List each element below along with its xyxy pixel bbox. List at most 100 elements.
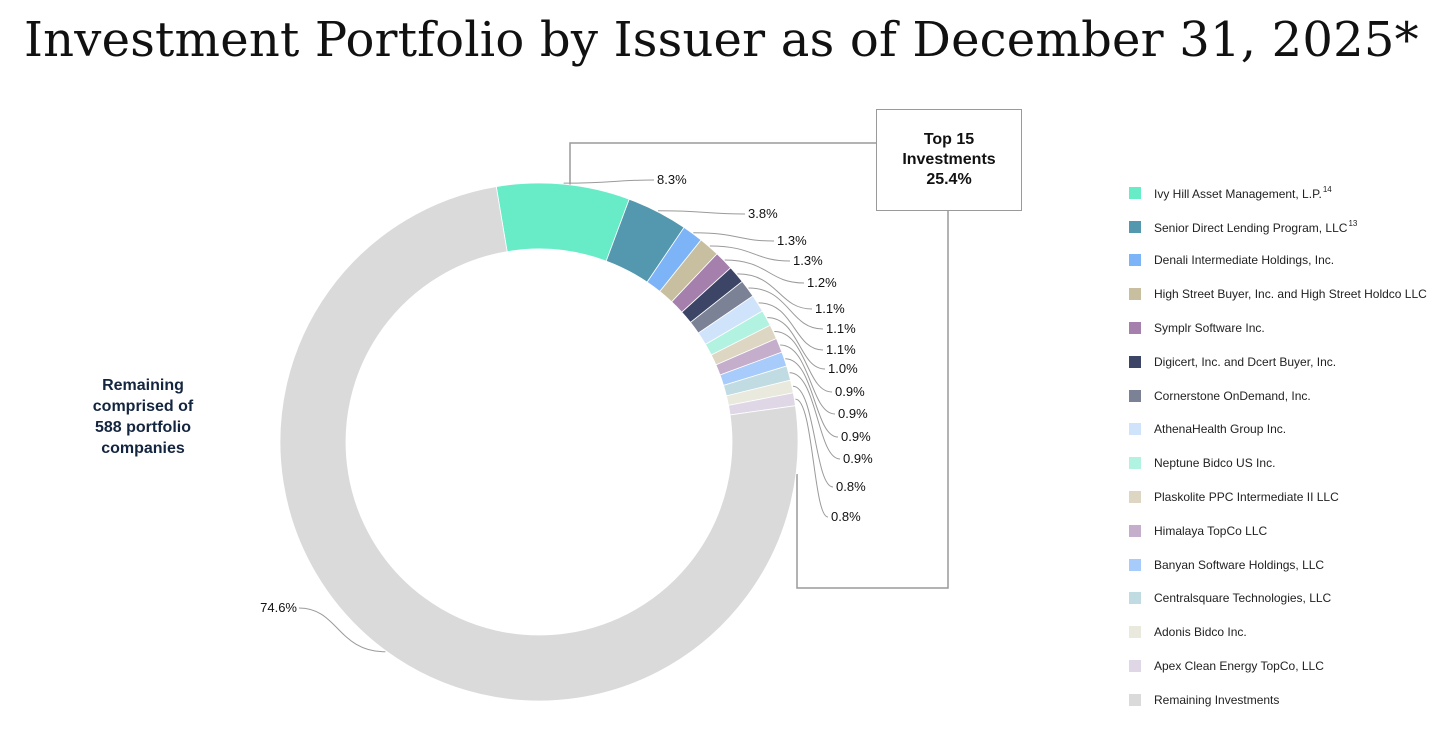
leader-lines (298, 179, 841, 653)
leader-line-6 (737, 273, 813, 310)
legend-label: Apex Clean Energy TopCo, LLC (1154, 659, 1324, 673)
legend-swatch (1129, 558, 1141, 571)
top15-bracket (569, 142, 949, 589)
legend-label: Digicert, Inc. and Dcert Buyer, Inc. (1154, 355, 1336, 369)
remaining-note-line1: Remaining (102, 377, 184, 394)
legend-item: Symplr Software Inc. (1129, 311, 1449, 345)
leader-line-15 (795, 398, 829, 518)
legend-item: Digicert, Inc. and Dcert Buyer, Inc. (1129, 345, 1449, 379)
slice-labels: 8.3% 3.8% 1.3% 1.3% 1.2% 1.1% 1.1% 1.1% 1.0% 0.9%… (260, 172, 873, 615)
legend-swatch (1129, 626, 1141, 639)
legend-item: Adonis Bidco Inc. (1129, 615, 1449, 649)
slice-label-5: 1.2% (807, 275, 837, 290)
leader-line-10 (774, 330, 833, 393)
legend-item: Denali Intermediate Holdings, Inc. (1129, 244, 1449, 278)
legend-item: Senior Direct Lending Program, LLC13 (1129, 210, 1449, 244)
legend-label-text: Symplr Software Inc. (1154, 321, 1265, 336)
legend-label-text: Himalaya TopCo LLC (1154, 523, 1268, 538)
legend-label: Denali Intermediate Holdings, Inc. (1154, 253, 1334, 267)
leader-line-7 (748, 287, 824, 330)
legend-swatch (1129, 389, 1141, 402)
legend-item: Banyan Software Holdings, LLC (1129, 548, 1449, 582)
legend-label-text: Apex Clean Energy TopCo, LLC (1154, 659, 1324, 674)
leader-line-11 (780, 344, 836, 415)
donut-slice-16 (279, 186, 799, 702)
legend-swatch (1129, 457, 1141, 470)
legend-label-text: Plaskolite PPC Intermediate II LLC (1154, 490, 1339, 505)
slice-label-6: 1.1% (815, 301, 845, 316)
legend-label-text: Adonis Bidco Inc. (1154, 625, 1247, 640)
legend-footnote: 14 (1322, 184, 1332, 194)
slice-label-16: 74.6% (260, 600, 297, 615)
legend-label: Banyan Software Holdings, LLC (1154, 558, 1324, 572)
legend-label-text: Ivy Hill Asset Management, L.P. (1154, 186, 1322, 201)
legend-swatch (1129, 693, 1141, 706)
top15-callout-line3: 25.4% (926, 171, 972, 188)
top15-bracket-line (569, 142, 949, 589)
leader-line-3 (693, 232, 775, 242)
slice-label-3: 1.3% (777, 233, 807, 248)
slice-label-11: 0.9% (838, 406, 868, 421)
top15-callout-line2: Investments (902, 151, 996, 168)
remaining-note-line2: comprised of (92, 398, 194, 415)
top15-callout-line1: Top 15 (923, 131, 975, 148)
legend-label: Adonis Bidco Inc. (1154, 625, 1247, 639)
top15-callout-box: Top 15 Investments 25.4% (876, 109, 1022, 211)
slice-label-13: 0.9% (843, 451, 873, 466)
slice-label-10: 0.9% (835, 384, 865, 399)
legend-item: Ivy Hill Asset Management, L.P.14 (1129, 176, 1449, 210)
legend-label: Senior Direct Lending Program, LLC13 (1154, 219, 1357, 235)
legend-swatch (1129, 660, 1141, 673)
legend-label-text: Denali Intermediate Holdings, Inc. (1154, 253, 1335, 268)
legend-item: Plaskolite PPC Intermediate II LLC (1129, 480, 1449, 514)
legend-item: High Street Buyer, Inc. and High Street … (1129, 277, 1449, 311)
remaining-note-line3: 588 portfolio (94, 419, 191, 436)
legend-swatch (1129, 254, 1141, 267)
legend-label: Cornerstone OnDemand, Inc. (1154, 389, 1311, 403)
leader-line-14 (792, 385, 834, 488)
legend-label-text: Banyan Software Holdings, LLC (1154, 557, 1325, 572)
leader-line-4 (709, 245, 791, 262)
slice-label-12: 0.9% (841, 429, 871, 444)
legend-swatch (1129, 423, 1141, 436)
donut-slice-1 (495, 182, 630, 262)
legend-swatch (1129, 186, 1141, 199)
chart-legend: Ivy Hill Asset Management, L.P.14 Senior … (1129, 176, 1449, 717)
page-title: Investment Portfolio by Issuer as of Dec… (24, 12, 1419, 68)
legend-label: Symplr Software Inc. (1154, 321, 1265, 335)
leader-line-9 (767, 317, 826, 370)
legend-swatch (1129, 592, 1141, 605)
leader-line-12 (785, 358, 839, 438)
legend-swatch (1129, 322, 1141, 335)
legend-label-text: Digicert, Inc. and Dcert Buyer, Inc. (1154, 354, 1337, 369)
legend-item: Cornerstone OnDemand, Inc. (1129, 379, 1449, 413)
slice-label-1: 8.3% (657, 172, 687, 187)
legend-label-text: High Street Buyer, Inc. and High Street … (1154, 287, 1427, 302)
remaining-note-line4: companies (101, 440, 185, 457)
legend-label-text: Neptune Bidco US Inc. (1154, 456, 1276, 471)
leader-line-5 (724, 259, 805, 284)
slice-label-14: 0.8% (836, 479, 866, 494)
slice-label-2: 3.8% (748, 206, 778, 221)
legend-item: Neptune Bidco US Inc. (1129, 446, 1449, 480)
legend-label: Centralsquare Technologies, LLC (1154, 591, 1331, 605)
slice-label-7: 1.1% (826, 321, 856, 336)
legend-swatch (1129, 220, 1141, 233)
legend-item: Remaining Investments (1129, 683, 1449, 717)
legend-label-text: Senior Direct Lending Program, LLC (1154, 220, 1348, 235)
legend-label: Himalaya TopCo LLC (1154, 524, 1267, 538)
legend-label-text: Remaining Investments (1154, 692, 1280, 707)
legend-label: AthenaHealth Group Inc. (1154, 422, 1286, 436)
leader-line-16 (298, 607, 386, 653)
slice-label-4: 1.3% (793, 253, 823, 268)
leader-line-2 (657, 210, 746, 215)
slice-label-9: 1.0% (828, 361, 858, 376)
legend-swatch (1129, 491, 1141, 504)
legend-label: Neptune Bidco US Inc. (1154, 456, 1275, 470)
remaining-note: Remaining comprised of 588 portfolio com… (76, 375, 210, 459)
legend-label-text: Cornerstone OnDemand, Inc. (1154, 388, 1311, 403)
donut-slices (279, 182, 799, 702)
legend-label: High Street Buyer, Inc. and High Street … (1154, 287, 1427, 301)
legend-item: AthenaHealth Group Inc. (1129, 413, 1449, 447)
